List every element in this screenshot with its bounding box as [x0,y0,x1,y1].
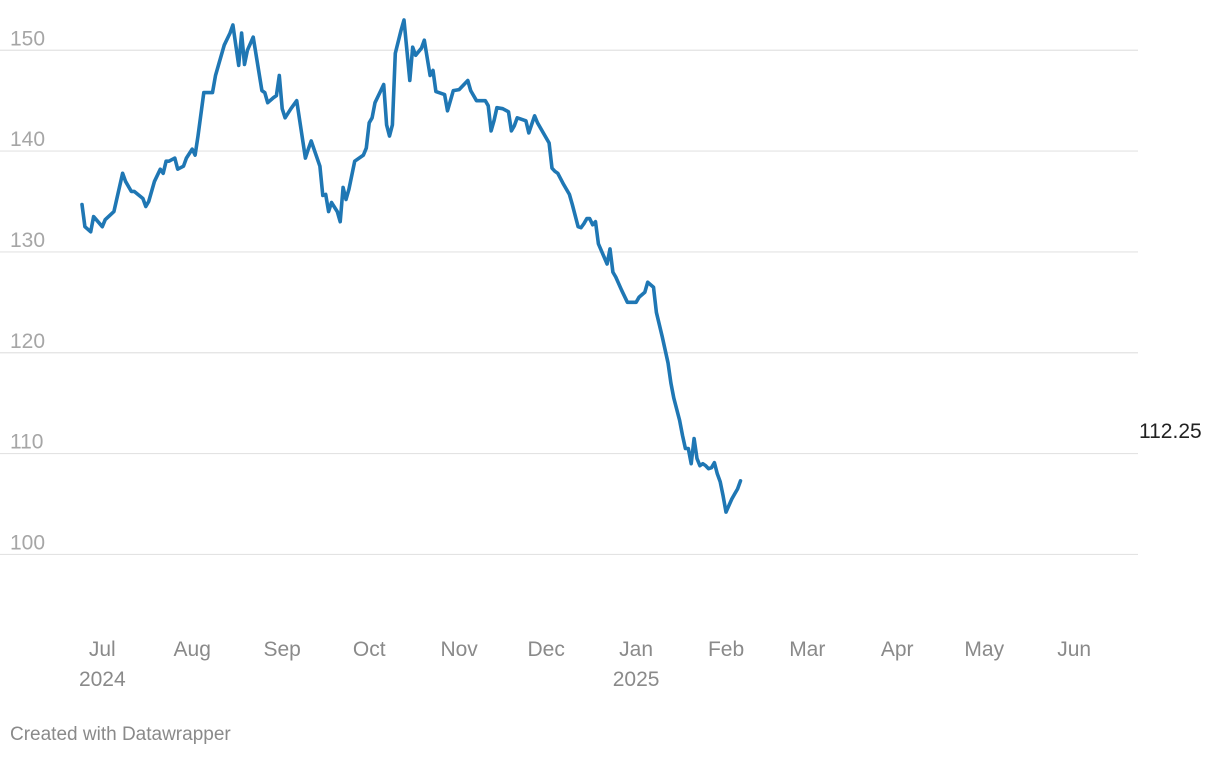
y-tick-label: 100 [10,531,45,554]
x-tick-label: Aug [174,638,211,661]
x-tick-label: Feb [708,638,744,661]
y-tick-label: 140 [10,128,45,151]
end-value-labels: 112.25 [1139,420,1202,443]
series-line [80,18,743,514]
x-tick-label: Oct [353,638,386,661]
x-tick-year-label: 2025 [613,668,660,691]
y-tick-label: 110 [10,431,43,454]
gridlines [0,49,1138,556]
x-tick-year-label: 2024 [79,668,126,691]
y-tick-label: 150 [10,27,45,50]
y-axis-tick-labels: 100 110 120 130 140 150 [10,27,45,554]
x-tick-label: Jan [619,638,653,661]
x-tick-label: Jun [1057,638,1091,661]
footer-credit: Created with Datawrapper [10,724,231,745]
x-tick-label: Dec [527,638,564,661]
x-tick-label: Sep [263,638,300,661]
x-tick-label: Nov [440,638,478,661]
x-tick-label: Mar [789,638,825,661]
x-tick-label: Jul [89,638,116,661]
x-tick-label: May [964,638,1004,661]
y-tick-label: 130 [10,229,45,252]
x-axis-tick-labels: Jul 2024 Aug Sep Oct Nov Dec Jan 2025 Feb Mar Apr Ma… [79,638,1091,691]
x-tick-label: Apr [881,638,914,661]
end-value-label: 112.25 [1139,420,1202,443]
series-layer [80,18,743,514]
y-tick-label: 120 [10,330,45,353]
